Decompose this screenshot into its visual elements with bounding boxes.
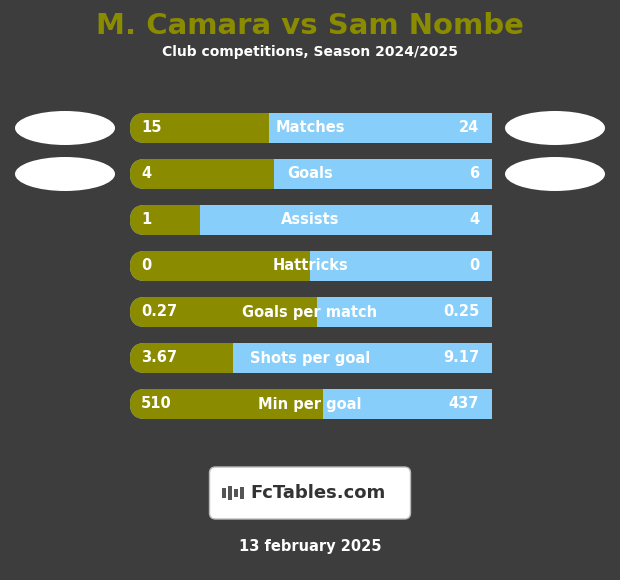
FancyBboxPatch shape bbox=[130, 389, 490, 419]
Bar bbox=[240, 487, 244, 499]
Text: Min per goal: Min per goal bbox=[259, 397, 361, 411]
Text: 437: 437 bbox=[449, 397, 479, 411]
FancyBboxPatch shape bbox=[460, 343, 490, 373]
Text: 15: 15 bbox=[141, 121, 161, 136]
Text: Goals per match: Goals per match bbox=[242, 304, 378, 320]
FancyBboxPatch shape bbox=[130, 205, 490, 235]
Bar bbox=[317, 297, 492, 327]
Bar bbox=[268, 113, 492, 143]
FancyBboxPatch shape bbox=[460, 159, 490, 189]
Text: 9.17: 9.17 bbox=[443, 350, 479, 365]
Bar bbox=[322, 389, 492, 419]
FancyBboxPatch shape bbox=[130, 251, 490, 281]
Ellipse shape bbox=[505, 157, 605, 191]
Bar bbox=[200, 205, 492, 235]
FancyBboxPatch shape bbox=[460, 251, 490, 281]
Text: 24: 24 bbox=[459, 121, 479, 136]
Text: 0: 0 bbox=[469, 259, 479, 274]
Ellipse shape bbox=[15, 157, 115, 191]
FancyBboxPatch shape bbox=[130, 159, 490, 189]
FancyBboxPatch shape bbox=[130, 343, 490, 373]
Text: 4: 4 bbox=[469, 212, 479, 227]
Text: 0.25: 0.25 bbox=[443, 304, 479, 320]
Text: Goals: Goals bbox=[287, 166, 333, 182]
FancyBboxPatch shape bbox=[130, 297, 490, 327]
Text: 0: 0 bbox=[141, 259, 151, 274]
Text: 13 february 2025: 13 february 2025 bbox=[239, 539, 381, 554]
FancyBboxPatch shape bbox=[460, 113, 490, 143]
Text: Assists: Assists bbox=[281, 212, 339, 227]
FancyBboxPatch shape bbox=[130, 113, 490, 143]
FancyBboxPatch shape bbox=[130, 251, 490, 281]
Text: 6: 6 bbox=[469, 166, 479, 182]
FancyBboxPatch shape bbox=[210, 467, 410, 519]
Text: M. Camara vs Sam Nombe: M. Camara vs Sam Nombe bbox=[96, 12, 524, 40]
Text: Shots per goal: Shots per goal bbox=[250, 350, 370, 365]
Text: 0.27: 0.27 bbox=[141, 304, 177, 320]
Bar bbox=[310, 251, 492, 281]
Text: 3.67: 3.67 bbox=[141, 350, 177, 365]
Text: 4: 4 bbox=[141, 166, 151, 182]
FancyBboxPatch shape bbox=[460, 389, 490, 419]
Ellipse shape bbox=[15, 111, 115, 145]
FancyBboxPatch shape bbox=[130, 113, 490, 143]
FancyBboxPatch shape bbox=[460, 297, 490, 327]
Ellipse shape bbox=[505, 111, 605, 145]
Text: Matches: Matches bbox=[275, 121, 345, 136]
Bar bbox=[232, 343, 492, 373]
Bar bbox=[222, 488, 226, 498]
Bar bbox=[234, 489, 238, 497]
Text: FcTables.com: FcTables.com bbox=[250, 484, 386, 502]
Text: Hattricks: Hattricks bbox=[272, 259, 348, 274]
Text: Club competitions, Season 2024/2025: Club competitions, Season 2024/2025 bbox=[162, 45, 458, 59]
FancyBboxPatch shape bbox=[130, 343, 490, 373]
Text: 1: 1 bbox=[141, 212, 151, 227]
Bar bbox=[274, 159, 492, 189]
FancyBboxPatch shape bbox=[130, 205, 490, 235]
FancyBboxPatch shape bbox=[460, 205, 490, 235]
FancyBboxPatch shape bbox=[130, 159, 490, 189]
FancyBboxPatch shape bbox=[130, 389, 490, 419]
FancyBboxPatch shape bbox=[130, 297, 490, 327]
Bar bbox=[228, 486, 232, 500]
Text: 510: 510 bbox=[141, 397, 172, 411]
